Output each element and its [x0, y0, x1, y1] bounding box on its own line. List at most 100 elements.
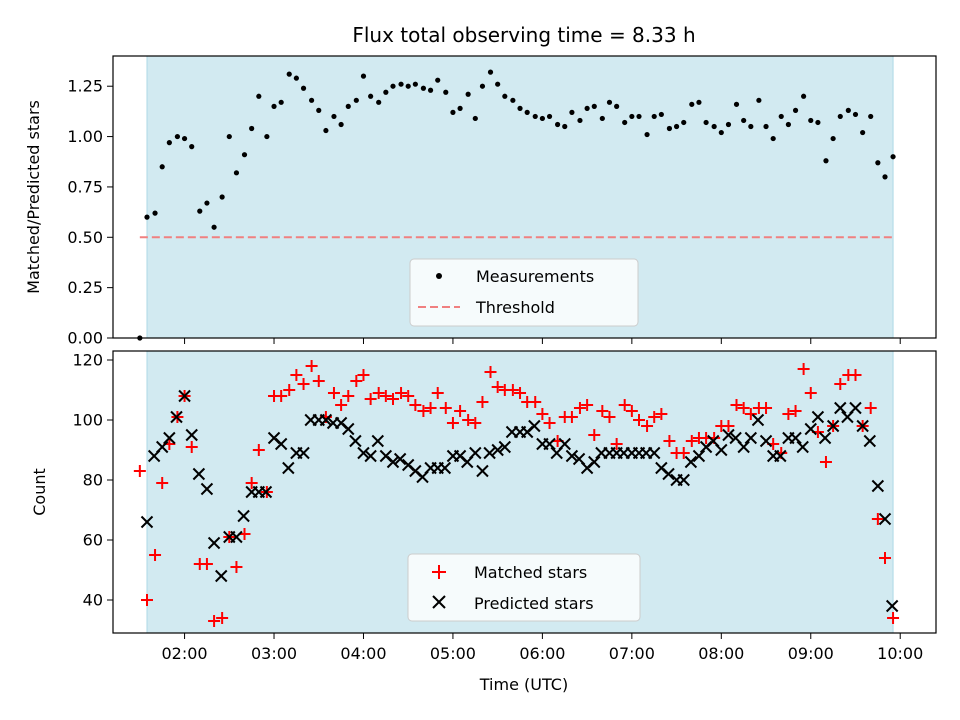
predicted-star-marker: [826, 419, 840, 433]
measurement-point: [390, 83, 396, 89]
matched-star-marker: [722, 420, 735, 432]
measurement-point: [383, 89, 389, 95]
matched-star-marker: [789, 405, 802, 417]
measurement-point: [532, 113, 538, 120]
predicted-star-marker: [744, 431, 758, 445]
matched-star-marker: [849, 369, 862, 381]
matched-star-marker: [290, 369, 303, 381]
matched-star-marker: [491, 381, 504, 393]
predicted-star-marker: [543, 437, 556, 451]
matched-star-marker: [372, 387, 385, 399]
predicted-star-marker: [155, 440, 169, 454]
matched-star-marker: [245, 477, 258, 489]
measurement-point: [159, 164, 165, 170]
measurement-point: [189, 144, 195, 150]
measurement-point: [539, 115, 545, 122]
predicted-star-marker: [796, 440, 809, 454]
measurement-point: [562, 123, 568, 130]
matched-star-marker: [641, 420, 654, 432]
predicted-star-marker: [357, 446, 370, 460]
matched-star-marker: [312, 375, 325, 387]
matched-star-marker: [462, 414, 475, 426]
predicted-star-marker: [684, 455, 698, 469]
predicted-star-marker: [297, 446, 310, 460]
measurement-point: [741, 117, 747, 124]
legend-measurements-label: Measurements: [476, 267, 594, 286]
measurement-point: [472, 115, 478, 122]
matched-star-marker: [305, 360, 318, 372]
predicted-star-marker: [588, 455, 601, 469]
measurement-point: [338, 121, 344, 128]
measurement-point: [808, 117, 814, 124]
count-x-tick-label: 07:00: [609, 644, 655, 663]
predicted-star-marker: [140, 515, 154, 529]
predicted-star-marker: [438, 461, 452, 475]
count-panel: 40 60 80 100 120 02:00 03:00 04:00 05:00 06:00 07…: [30, 350, 937, 720]
matched-star-marker: [342, 390, 355, 402]
predicted-star-marker: [393, 452, 407, 466]
measurement-point: [443, 89, 449, 95]
measurement-point: [599, 115, 605, 122]
matched-star-marker: [364, 393, 377, 405]
measurement-point: [763, 123, 769, 130]
measurement-point: [353, 97, 359, 103]
predicted-star-marker: [804, 422, 817, 436]
measurement-point: [181, 135, 188, 142]
matched-star-marker: [730, 399, 743, 411]
legend-measurement-marker: [436, 273, 442, 279]
x-axis-label: Time (UTC): [479, 675, 568, 694]
matched-star-marker: [879, 552, 892, 564]
measurement-point: [711, 123, 717, 130]
predicted-star-marker: [722, 428, 735, 442]
measurement-point: [725, 121, 732, 128]
matched-star-marker: [431, 387, 444, 399]
count-y-tick-label: 120: [72, 351, 103, 370]
measurement-point: [770, 135, 776, 142]
legend-matched-marker: [432, 565, 446, 579]
measurement-point: [249, 125, 255, 132]
measurement-point: [278, 99, 284, 105]
count-x-tick-label: 03:00: [251, 644, 297, 663]
measurement-point: [689, 101, 695, 107]
count-x-tick-label: 05:00: [430, 644, 476, 663]
count-y-tick-label: 80: [83, 471, 103, 490]
predicted-star-marker: [565, 449, 579, 463]
measurement-point: [651, 113, 657, 120]
ratio-panel: 0.00 0.25 0.50 0.75 1.00 1.25 Matched/Predict…: [24, 55, 937, 348]
measurement-point: [756, 97, 762, 103]
measurement-point: [331, 113, 337, 120]
ratio-y-tick-label: 0.50: [67, 228, 103, 247]
matched-star-marker: [230, 561, 243, 573]
matched-star-marker: [424, 402, 437, 414]
matched-star-marker: [297, 378, 310, 390]
matched-star-marker: [379, 390, 392, 402]
matched-star-marker: [484, 366, 497, 378]
predicted-star-marker: [558, 437, 571, 451]
measurement-point: [778, 113, 784, 120]
measurement-point: [830, 135, 836, 142]
measurement-point: [785, 121, 791, 128]
measurement-point: [614, 103, 620, 109]
matched-star-marker: [133, 465, 146, 477]
matched-star-marker: [208, 615, 221, 627]
measurement-point: [666, 125, 673, 132]
measurement-point: [256, 93, 262, 99]
measurement-point: [308, 97, 315, 103]
count-y-axis-ticks: 40 60 80 100 120: [72, 351, 113, 610]
matched-star-marker: [797, 363, 810, 375]
measurement-point: [300, 85, 307, 91]
matched-star-marker: [864, 402, 877, 414]
measurement-point: [465, 91, 471, 97]
predicted-star-marker: [895, 712, 906, 720]
predicted-star-marker: [237, 509, 250, 523]
predicted-star-marker: [178, 389, 191, 403]
ratio-y-tick-label: 1.00: [67, 127, 103, 146]
measurement-point: [658, 111, 664, 118]
measurement-point: [524, 109, 530, 115]
measurement-point: [718, 129, 724, 136]
count-legend-box: [407, 553, 641, 622]
measurement-point: [591, 103, 597, 109]
predicted-star-marker: [364, 449, 377, 463]
measurement-point: [264, 133, 270, 140]
